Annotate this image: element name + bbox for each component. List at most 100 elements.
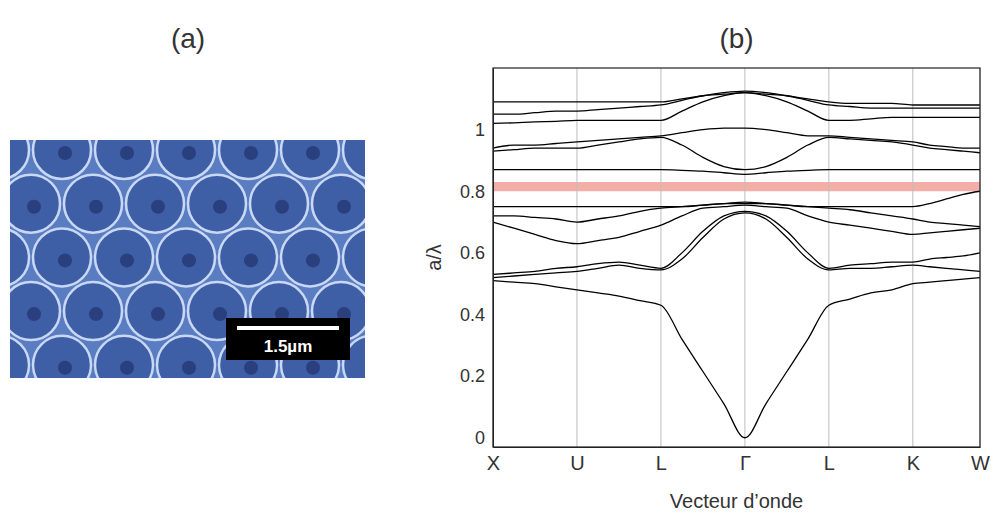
pore-centre bbox=[182, 253, 196, 267]
x-tick-label: X bbox=[487, 452, 500, 474]
band bbox=[493, 93, 980, 124]
pore bbox=[10, 140, 29, 179]
y-tick: 0.8 bbox=[460, 182, 493, 202]
y-tick-label: 0.2 bbox=[460, 366, 485, 386]
pore bbox=[312, 175, 365, 233]
scale-bar-box bbox=[226, 318, 350, 360]
pore-centre bbox=[182, 146, 196, 160]
plot bbox=[493, 68, 980, 447]
pore bbox=[188, 175, 246, 233]
pore bbox=[64, 175, 122, 233]
y-tick-label: 0 bbox=[475, 428, 485, 448]
pore-centre bbox=[151, 200, 165, 214]
pore bbox=[10, 282, 60, 340]
y-tick-label: 0.6 bbox=[460, 243, 485, 263]
pore-centre bbox=[306, 361, 320, 375]
x-tick: W bbox=[971, 447, 990, 474]
pore bbox=[281, 228, 339, 286]
grid bbox=[493, 68, 980, 447]
y-tick: 1 bbox=[475, 120, 493, 140]
pore-centre bbox=[337, 200, 351, 214]
plot-frame bbox=[493, 68, 980, 447]
y-axis-line bbox=[493, 69, 494, 448]
pore bbox=[126, 282, 184, 340]
pore-centre bbox=[58, 361, 72, 375]
pore bbox=[95, 336, 153, 378]
x-tick-label: U bbox=[570, 452, 584, 474]
pore-centre bbox=[213, 200, 227, 214]
pore-centre bbox=[213, 307, 227, 321]
pore-centre bbox=[89, 200, 103, 214]
x-tick: U bbox=[570, 447, 584, 474]
band bbox=[493, 191, 980, 206]
x-tick-label: W bbox=[971, 452, 990, 474]
y-tick: 0 bbox=[475, 428, 493, 448]
pore bbox=[10, 175, 60, 233]
pore-centre bbox=[244, 253, 258, 267]
panel-label: (b) bbox=[719, 23, 753, 54]
scale-bar-label: 1.5µm bbox=[264, 337, 313, 356]
pore bbox=[126, 175, 184, 233]
pore bbox=[157, 228, 215, 286]
pore bbox=[95, 228, 153, 286]
micrograph bbox=[10, 140, 365, 378]
grid-line bbox=[660, 68, 661, 447]
grid-line bbox=[828, 68, 829, 447]
x-axis: XULΓLKW bbox=[487, 447, 990, 474]
grid-line bbox=[744, 68, 745, 447]
pore-centre bbox=[58, 253, 72, 267]
pore-centre bbox=[244, 361, 258, 375]
x-tick: K bbox=[907, 447, 921, 474]
scale-bar bbox=[237, 326, 339, 330]
pore bbox=[343, 228, 365, 286]
pore-centre bbox=[120, 253, 134, 267]
x-tick: L bbox=[824, 447, 835, 474]
y-tick-label: 0.8 bbox=[460, 182, 485, 202]
pore bbox=[10, 336, 29, 378]
pore bbox=[219, 228, 277, 286]
x-tick: X bbox=[487, 447, 500, 474]
x-tick-label: Γ bbox=[740, 452, 751, 474]
pore-centre bbox=[27, 307, 41, 321]
pore-centre bbox=[306, 253, 320, 267]
band bbox=[493, 170, 980, 175]
x-tick: Γ bbox=[740, 447, 751, 474]
band bbox=[493, 93, 980, 115]
pore bbox=[64, 282, 122, 340]
pore-centre bbox=[27, 200, 41, 214]
grid-line bbox=[576, 68, 577, 447]
pore bbox=[33, 140, 91, 179]
x-tick-label: L bbox=[656, 452, 667, 474]
y-tick: 0.2 bbox=[460, 366, 493, 386]
pore bbox=[95, 140, 153, 179]
x-tick: L bbox=[656, 447, 667, 474]
band bbox=[493, 91, 980, 105]
pore-centre bbox=[182, 361, 196, 375]
pore-centre bbox=[120, 146, 134, 160]
pore bbox=[250, 175, 308, 233]
pore bbox=[343, 140, 365, 179]
pore bbox=[219, 140, 277, 179]
band bbox=[493, 205, 980, 244]
pore-centre bbox=[244, 146, 258, 160]
x-axis-title: Vecteur d’onde bbox=[670, 490, 803, 512]
pore-centre bbox=[151, 307, 165, 321]
y-tick-label: 1 bbox=[475, 120, 485, 140]
y-axis-title: a/λ bbox=[423, 244, 445, 271]
pore-centre bbox=[58, 146, 72, 160]
pore bbox=[157, 140, 215, 179]
y-axis: 0 0.2 0.4 0.6 0.8 1 bbox=[460, 69, 494, 449]
grid-line bbox=[912, 68, 913, 447]
x-tick-label: K bbox=[907, 452, 921, 474]
pore bbox=[33, 228, 91, 286]
y-tick: 0.4 bbox=[460, 305, 493, 325]
x-tick-label: L bbox=[824, 452, 835, 474]
pore-centre bbox=[89, 307, 103, 321]
pore bbox=[10, 228, 29, 286]
pore-centre bbox=[275, 200, 289, 214]
band bbox=[493, 128, 980, 148]
pore bbox=[33, 336, 91, 378]
x-axis-line bbox=[494, 447, 981, 448]
y-tick: 0.6 bbox=[460, 243, 493, 263]
pore bbox=[157, 336, 215, 378]
